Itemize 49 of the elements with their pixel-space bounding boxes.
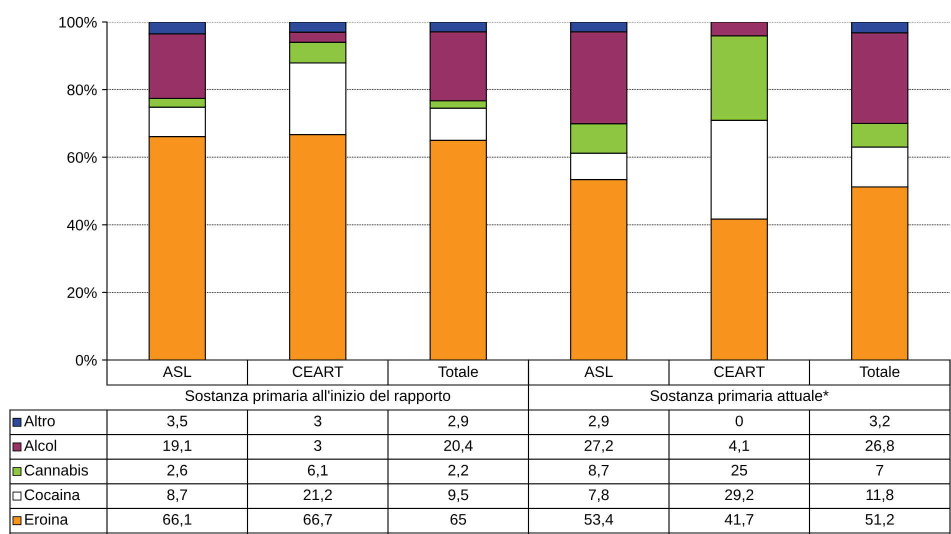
data-label: 29,2 [725, 489, 754, 502]
data-label: 53,4 [584, 514, 614, 527]
data-label: 66,7 [304, 514, 332, 527]
data-label: 11,8 [866, 489, 894, 502]
data-label: 4,1 [728, 440, 750, 453]
x-tick-label: CEART [292, 366, 344, 378]
data-label: 51,2 [865, 514, 894, 527]
legend-label: Cocaina [24, 488, 80, 500]
data-label: 2,2 [448, 464, 468, 478]
data-label: 26,8 [866, 440, 894, 453]
y-tick-label: 80% [67, 84, 97, 96]
data-label: 6,1 [308, 464, 328, 478]
data-label: 21,2 [304, 489, 332, 502]
data-label: 3 [314, 416, 322, 426]
data-label: 3,2 [870, 416, 890, 428]
x-tick-label: Totale [860, 366, 900, 378]
data-label: 2,6 [167, 464, 188, 478]
y-tick-label: 60% [67, 152, 97, 163]
data-label: 65 [450, 514, 466, 525]
y-tick-label: 20% [67, 287, 97, 298]
text: Sostanza primaria all'inizio del rapporto [185, 390, 450, 404]
y-tick-label: 100% [59, 16, 97, 28]
data-label: 0 [736, 416, 743, 426]
data-label: 8,7 [588, 464, 609, 478]
y-tick-label: 0% [76, 354, 97, 366]
data-label: 27,2 [584, 440, 613, 453]
legend-label: Eroina [25, 514, 68, 525]
data-label: 25 [732, 464, 748, 476]
data-label: 3,5 [167, 416, 188, 428]
legend-label: Altro [24, 415, 55, 426]
data-label: 2,9 [588, 416, 609, 428]
data-label: 2,9 [448, 416, 468, 428]
legend-label: Cannabis [24, 464, 88, 476]
data-label: 7 [876, 464, 884, 476]
y-tick-label: 40% [67, 220, 97, 230]
text: Sostanza primaria attuale* [650, 390, 829, 404]
data-label: 20,4 [444, 440, 473, 453]
data-label: 41,7 [724, 514, 754, 527]
data-label: 3 [314, 440, 322, 451]
x-tick-label: ASL [162, 366, 192, 378]
data-label: 66,1 [163, 514, 192, 527]
data-label: 7,8 [588, 489, 609, 502]
x-tick-label: CEART [714, 366, 765, 378]
data-label: 8,7 [167, 489, 188, 502]
data-label: 9,5 [448, 489, 468, 502]
x-tick-label: ASL [584, 366, 613, 378]
x-tick-label: Totale [438, 366, 478, 378]
data-label: 19,1 [164, 440, 192, 453]
legend-label: Alcol [24, 440, 56, 451]
